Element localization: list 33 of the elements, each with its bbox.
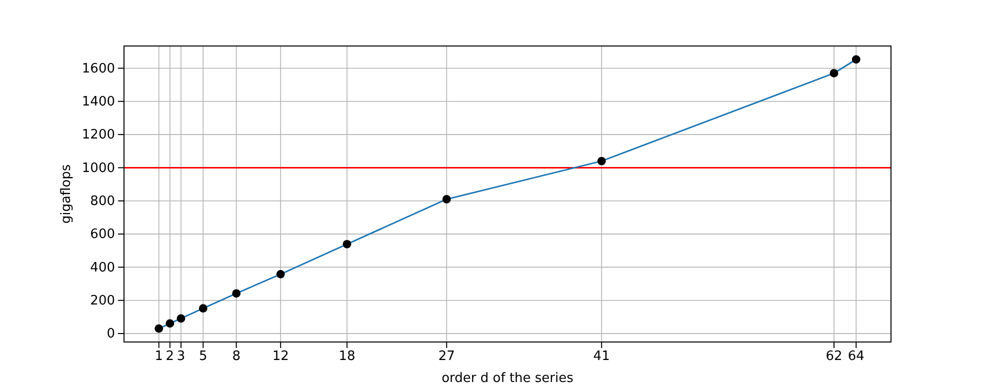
point: [198, 304, 208, 313]
y-tick-label: 400: [90, 260, 115, 276]
point: [852, 55, 860, 64]
y-tick-label: 200: [90, 294, 115, 309]
y-tick-label: 1200: [82, 128, 115, 143]
point: [342, 240, 352, 248]
x-tick-label: 1: [154, 349, 164, 364]
x-tick-label: 12: [272, 349, 289, 364]
x-tick-label: 5: [198, 349, 208, 364]
x-tick-label: 41: [593, 349, 610, 364]
point: [166, 319, 174, 328]
point: [597, 156, 606, 166]
x-tick-label: 8: [232, 349, 240, 364]
y-tick-label: 1400: [82, 94, 115, 110]
y-tick-label: 600: [90, 227, 115, 242]
x-tick-label: 64: [848, 349, 864, 364]
x-tick-label: 62: [826, 349, 842, 364]
y-tick-label: 1600: [82, 61, 115, 76]
y-tick-label: 0: [106, 326, 115, 342]
y-tick-label: 800: [90, 194, 115, 210]
point: [176, 314, 186, 323]
x-tick-label: 27: [438, 349, 455, 364]
point: [276, 270, 285, 278]
point: [154, 324, 164, 333]
point: [442, 195, 451, 204]
point: [232, 289, 241, 298]
x-tick-label: 18: [338, 349, 356, 364]
y-tick-label: 1000: [82, 160, 115, 176]
x-tick-label: 3: [176, 349, 186, 364]
point: [830, 68, 838, 78]
y-axis-title: gigaflops: [59, 164, 74, 224]
x-axis-title: order d of the series: [442, 371, 574, 384]
x-tick-label: 2: [166, 349, 174, 364]
